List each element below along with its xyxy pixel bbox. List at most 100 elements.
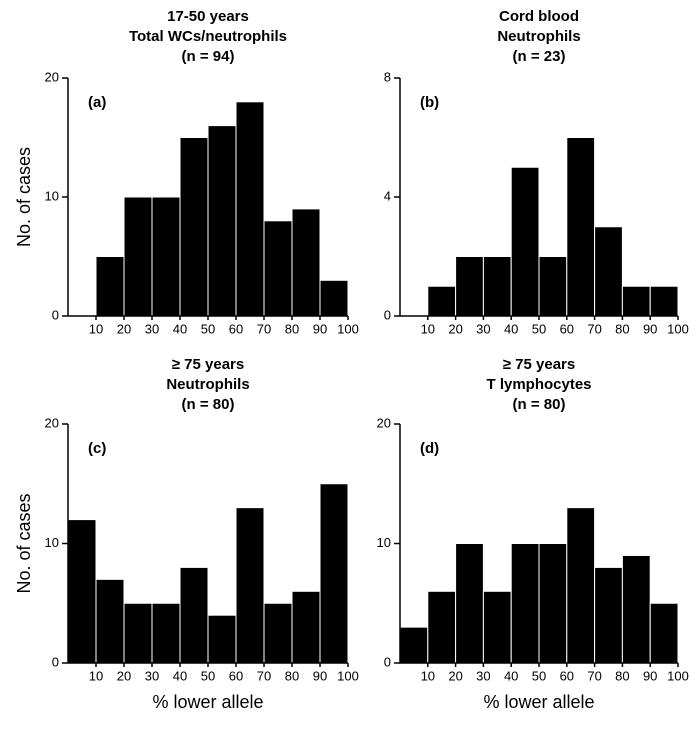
panel-title: Total WCs/neutrophils	[129, 28, 287, 45]
x-axis-label: % lower allele	[152, 692, 263, 712]
bar	[291, 208, 321, 317]
x-tick-label: 60	[560, 668, 574, 683]
x-tick-label: 90	[643, 668, 657, 683]
bar	[594, 226, 623, 317]
bar	[455, 256, 484, 317]
bar	[319, 483, 349, 664]
y-tick-label: 0	[52, 307, 59, 322]
x-tick-label: 70	[257, 668, 271, 683]
bar	[510, 543, 540, 664]
bar	[649, 602, 679, 664]
panel-title: Neutrophils	[166, 376, 249, 393]
x-tick-label: 50	[532, 668, 546, 683]
bar	[235, 507, 265, 664]
x-tick-label: 30	[476, 668, 490, 683]
x-tick-label: 50	[201, 321, 215, 336]
x-tick-label: 10	[89, 668, 103, 683]
x-tick-label: 100	[337, 321, 359, 336]
x-tick-label: 10	[89, 321, 103, 336]
bar	[566, 507, 596, 664]
x-tick-label: 20	[448, 668, 462, 683]
bar	[482, 256, 512, 317]
y-tick-label: 0	[384, 654, 391, 669]
bar	[566, 137, 596, 317]
y-tick-label: 4	[384, 188, 391, 203]
bar	[649, 285, 679, 317]
panel-title: ≥ 75 years	[172, 356, 244, 373]
bar	[151, 196, 181, 317]
x-axis-label: % lower allele	[483, 692, 594, 712]
x-tick-label: 80	[615, 668, 629, 683]
bar	[455, 543, 484, 664]
panel-title: (n = 80)	[513, 396, 566, 413]
y-tick-label: 10	[45, 188, 59, 203]
x-tick-label: 80	[285, 668, 299, 683]
x-tick-label: 90	[313, 321, 327, 336]
bar	[621, 285, 651, 317]
bar	[263, 602, 293, 664]
y-tick-label: 20	[45, 415, 59, 430]
y-tick-label: 0	[384, 307, 391, 322]
bar	[179, 566, 209, 664]
x-tick-label: 50	[201, 668, 215, 683]
bar	[621, 554, 651, 664]
y-tick-label: 20	[45, 69, 59, 84]
x-tick-label: 20	[117, 668, 131, 683]
bar	[179, 137, 209, 317]
bar	[510, 166, 540, 317]
x-tick-label: 20	[448, 321, 462, 336]
y-tick-label: 0	[52, 654, 59, 669]
x-tick-label: 10	[421, 668, 435, 683]
bar	[291, 590, 321, 664]
bar	[207, 614, 237, 664]
x-tick-label: 30	[145, 668, 159, 683]
panel-label: (d)	[420, 440, 439, 457]
x-tick-label: 90	[643, 321, 657, 336]
panel-title: 17-50 years	[167, 8, 249, 25]
x-tick-label: 90	[313, 668, 327, 683]
x-tick-label: 60	[560, 321, 574, 336]
bar	[151, 602, 181, 664]
bar	[67, 519, 97, 664]
x-tick-label: 40	[173, 668, 187, 683]
y-tick-label: 10	[45, 535, 59, 550]
bar	[123, 602, 153, 664]
x-tick-label: 20	[117, 321, 131, 336]
x-tick-label: 100	[667, 321, 689, 336]
bar	[399, 626, 429, 664]
x-tick-label: 10	[421, 321, 435, 336]
panel-label: (b)	[420, 94, 439, 111]
bar	[235, 101, 265, 317]
x-tick-label: 70	[587, 668, 601, 683]
panel-label: (a)	[88, 94, 106, 111]
y-axis-label: No. of cases	[14, 493, 34, 593]
x-tick-label: 80	[615, 321, 629, 336]
x-tick-label: 50	[532, 321, 546, 336]
bar	[427, 285, 457, 317]
x-tick-label: 70	[257, 321, 271, 336]
panel-title: (n = 23)	[513, 48, 566, 65]
bar	[538, 543, 568, 664]
bar	[319, 279, 349, 317]
panel-title: (n = 94)	[182, 48, 235, 65]
panel-label: (c)	[88, 440, 106, 457]
bar	[427, 590, 457, 664]
x-tick-label: 60	[229, 668, 243, 683]
x-tick-label: 40	[504, 321, 518, 336]
y-tick-label: 10	[377, 535, 391, 550]
panel-title: Neutrophils	[497, 28, 580, 45]
panel-title: Cord blood	[499, 8, 579, 25]
y-tick-label: 20	[377, 415, 391, 430]
y-axis-label: No. of cases	[14, 147, 34, 247]
bar	[594, 566, 623, 664]
bar	[207, 125, 237, 317]
x-tick-label: 60	[229, 321, 243, 336]
x-tick-label: 30	[145, 321, 159, 336]
x-tick-label: 80	[285, 321, 299, 336]
x-tick-label: 30	[476, 321, 490, 336]
bar	[482, 590, 512, 664]
bar	[95, 256, 125, 317]
panel-title: T lymphocytes	[486, 376, 591, 393]
bar	[538, 256, 568, 317]
